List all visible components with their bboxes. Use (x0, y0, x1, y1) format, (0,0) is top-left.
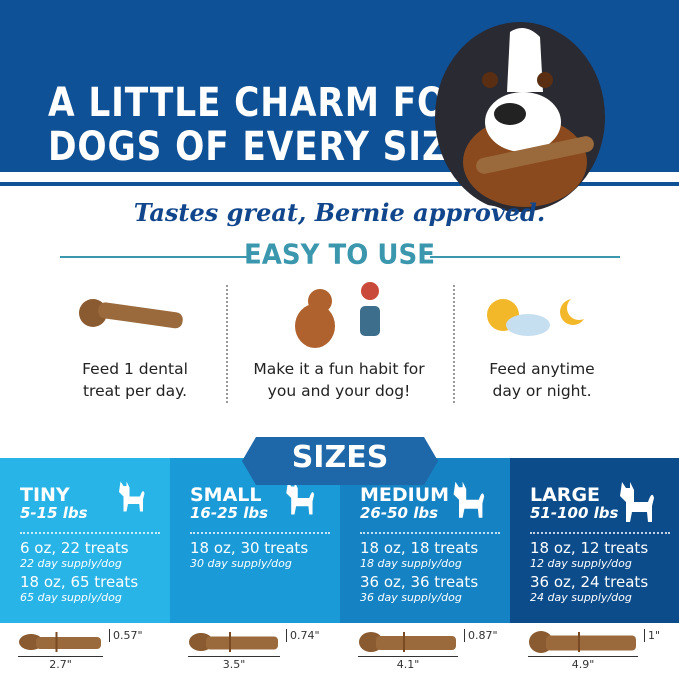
treat-height: 0.74" (286, 629, 320, 642)
pack-option: 18 oz, 65 treats (20, 573, 139, 591)
treat-size-diagram (18, 628, 103, 658)
header-stripe (0, 182, 679, 186)
size-column-tiny: TINY 5-15 lbs 6 oz, 22 treats 22 day sup… (0, 458, 170, 623)
treat-height: 0.87" (464, 629, 498, 642)
bernese-dog-illustration (435, 22, 605, 239)
pack-option: 18 oz, 18 treats (360, 539, 479, 557)
sizes-banner (242, 437, 438, 485)
size-name: TINY (20, 484, 70, 506)
pack-option: 18 oz, 12 treats (530, 539, 649, 557)
treat-size-diagram (188, 628, 280, 658)
supply-note: 36 day supply/dog (360, 591, 462, 604)
dog-silhouette-icon (453, 481, 485, 518)
treat-length: 3.5" (188, 656, 280, 671)
size-name: SMALL (190, 484, 262, 506)
dog-silhouette-icon (286, 481, 315, 515)
sizes-heading: SIZES (291, 440, 389, 475)
treat-size-diagram (528, 628, 638, 658)
step-2: Make it a fun habit for you and your dog! (253, 360, 425, 400)
supply-note: 12 day supply/dog (530, 557, 632, 570)
size-weight: 26-50 lbs (360, 504, 439, 522)
pack-option: 18 oz, 30 treats (190, 539, 309, 557)
supply-note: 22 day supply/dog (20, 557, 122, 570)
dog-high-five-icon (295, 282, 380, 348)
size-name: MEDIUM (360, 484, 450, 506)
pack-option: 6 oz, 22 treats (20, 539, 129, 557)
dotted-divider (530, 532, 670, 534)
treat-height: 0.57" (109, 629, 143, 642)
step-1: Feed 1 dental treat per day. (82, 360, 188, 400)
headline-line1: A LITTLE CHARM FOR (48, 80, 475, 126)
treat-length: 4.1" (358, 656, 458, 671)
separator (226, 285, 228, 403)
headline-line2: DOGS OF EVERY SIZE (48, 124, 473, 170)
size-weight: 5-15 lbs (20, 504, 88, 522)
treat-length: 2.7" (18, 656, 103, 671)
size-column-medium: MEDIUM 26-50 lbs 18 oz, 18 treats 18 day… (340, 458, 510, 623)
dog-silhouette-icon (119, 481, 145, 512)
sun-moon-icon (487, 296, 591, 336)
treat-height: 1" (644, 629, 660, 642)
dotted-divider (190, 532, 330, 534)
size-weight: 51-100 lbs (530, 504, 619, 522)
supply-note: 18 day supply/dog (360, 557, 462, 570)
size-weight: 16-25 lbs (190, 504, 269, 522)
divider-right (430, 256, 620, 258)
treat-length: 4.9" (528, 656, 638, 671)
divider-left (60, 256, 250, 258)
size-column-small: SMALL 16-25 lbs 18 oz, 30 treats 30 day … (170, 458, 340, 623)
tagline: Tastes great, Bernie approved. (133, 198, 546, 227)
separator (453, 285, 455, 403)
treat-size-diagram (358, 628, 458, 658)
dog-silhouette-icon (620, 482, 654, 522)
supply-note: 24 day supply/dog (530, 591, 632, 604)
dotted-divider (360, 532, 500, 534)
pack-option: 36 oz, 24 treats (530, 573, 649, 591)
step-3: Feed anytime day or night. (489, 360, 595, 400)
size-column-large: LARGE 51-100 lbs 18 oz, 12 treats 12 day… (510, 458, 679, 623)
dental-treat-icon (79, 299, 183, 329)
pack-option: 36 oz, 36 treats (360, 573, 479, 591)
size-name: LARGE (530, 484, 601, 506)
supply-note: 65 day supply/dog (20, 591, 122, 604)
dotted-divider (20, 532, 160, 534)
supply-note: 30 day supply/dog (190, 557, 292, 570)
easy-to-use-heading: EASY TO USE (244, 239, 435, 271)
